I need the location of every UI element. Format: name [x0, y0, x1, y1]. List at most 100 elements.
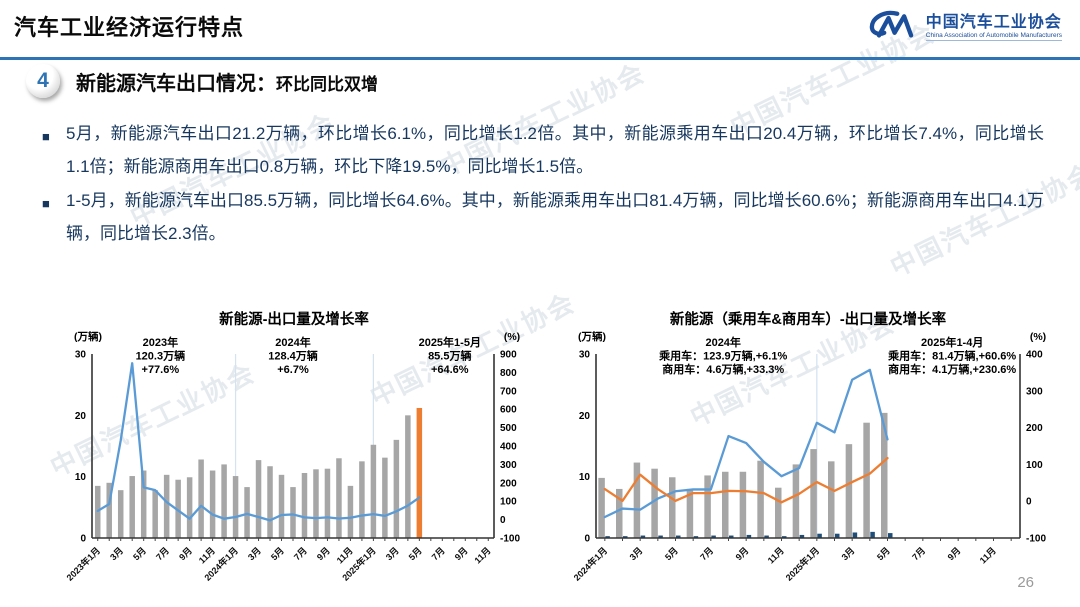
- right-tick-label: 300: [1026, 386, 1043, 397]
- left-tick-label: 10: [579, 472, 591, 483]
- bar: [198, 459, 204, 538]
- caam-logo-icon: [866, 8, 918, 47]
- growth-line-blue: [603, 368, 889, 519]
- bar-secondary: [693, 536, 699, 538]
- bar-secondary: [888, 533, 893, 538]
- bar: [313, 469, 319, 538]
- bullet-square-icon: ■: [42, 129, 50, 144]
- bar-secondary: [640, 535, 646, 538]
- right-tick-label: 0: [1026, 497, 1032, 508]
- bullet-text: 1-5月，新能源汽车出口85.5万辆，同比增长64.6%。其中，新能源乘用车出口…: [66, 191, 1044, 243]
- right-tick-label: 100: [500, 497, 517, 508]
- left-tick-label: 0: [584, 534, 590, 545]
- right-tick-label: 900: [500, 350, 517, 361]
- bar: [336, 458, 342, 538]
- bar: [152, 490, 158, 538]
- bar: [244, 487, 250, 538]
- bar: [686, 488, 694, 538]
- section-subtitle: 环比同比双增: [276, 74, 378, 94]
- bar-secondary: [852, 532, 858, 538]
- x-axis-label: 7月: [292, 545, 309, 562]
- chart-annotation: +64.6%: [431, 364, 469, 376]
- bar: [290, 487, 296, 538]
- bar: [129, 476, 135, 538]
- logo-name-en: China Association of Automobile Manufact…: [925, 32, 1062, 41]
- x-axis-label: 5月: [407, 545, 424, 562]
- bar: [863, 422, 870, 538]
- x-axis-label: 7月: [698, 545, 715, 562]
- bar: [598, 477, 605, 538]
- right-tick-label: 0: [500, 515, 506, 526]
- section-heading: 新能源汽车出口情况：环比同比双增: [76, 67, 378, 96]
- bar-secondary: [799, 534, 805, 538]
- x-axis-label: 9月: [177, 545, 194, 562]
- nev-export-pv-cv-chart-svg: 新能源（乘用车&商用车）-出口量及增长率(万辆) (%)3020100400300…: [571, 310, 1046, 583]
- bar: [704, 475, 711, 538]
- x-axis-label: 5月: [875, 545, 892, 562]
- bar-secondary: [746, 534, 752, 538]
- bar: [775, 487, 782, 538]
- section-title: 新能源汽车出口情况：: [76, 72, 276, 95]
- section-number-badge: 4: [26, 64, 60, 98]
- bar: [633, 462, 641, 538]
- x-axis-label: 9月: [946, 545, 963, 562]
- bar-secondary: [870, 531, 875, 538]
- chart-annotation: 商用车：4.1万辆,+230.6%: [888, 362, 1016, 376]
- bar: [845, 444, 853, 538]
- x-axis-label: 5月: [131, 545, 148, 562]
- bar-secondary: [817, 533, 822, 538]
- bar: [301, 472, 308, 538]
- growth-line-orange: [603, 456, 889, 504]
- bar: [370, 444, 377, 538]
- logo-name-cn: 中国汽车工业协会: [925, 14, 1062, 32]
- chart-annotation: +6.7%: [277, 364, 309, 376]
- chart-annotation: 120.3万辆: [136, 349, 186, 363]
- bar-secondary: [658, 535, 663, 538]
- nev-export-pv-cv-chart: 新能源（乘用车&商用车）-出口量及增长率 (万辆) (%) 30 20 10 0 400 300…: [548, 306, 1068, 607]
- chart-annotation: 乘用车：81.4万辆,+60.6%: [887, 349, 1016, 363]
- x-axis-label: 11月: [766, 545, 786, 565]
- chart-annotation: +77.6%: [142, 364, 180, 376]
- caam-logo: 中国汽车工业协会 China Association of Automobile…: [866, 8, 1062, 47]
- bar: [278, 474, 285, 538]
- chart-annotation: 2025年1-5月: [419, 335, 481, 349]
- page-number: 26: [1017, 574, 1034, 591]
- bar: [382, 457, 388, 538]
- bar-secondary: [711, 535, 716, 538]
- x-axis-label: 9月: [315, 545, 332, 562]
- bar: [669, 477, 676, 538]
- chart-title: 新能源（乘用车&商用车）-出口量及增长率: [670, 310, 947, 328]
- bar: [209, 470, 216, 538]
- left-tick-label: 20: [579, 411, 591, 422]
- chart-annotation: 2025年1-4月: [921, 335, 983, 349]
- left-tick-label: 30: [75, 350, 87, 361]
- x-axis-label: 3月: [384, 545, 401, 562]
- right-tick-label: 200: [500, 478, 517, 489]
- x-axis-label: 11月: [978, 545, 998, 565]
- bar: [163, 474, 170, 538]
- bullet-list: ■ 5月，新能源汽车出口21.2万辆，环比增长6.1%，同比增长1.2倍。其中，…: [42, 118, 1044, 253]
- chart-title: 新能源-出口量及增长率: [219, 310, 369, 328]
- bar: [616, 488, 623, 538]
- bar: [393, 439, 400, 538]
- header: 汽车工业经济运行特点 中国汽车工业协会 China Association of…: [0, 0, 1080, 60]
- x-axis-label: 5月: [269, 545, 286, 562]
- chart-annotation: 2023年: [143, 335, 178, 349]
- left-axis-unit: (万辆): [578, 330, 606, 343]
- right-tick-label: -100: [1026, 534, 1046, 545]
- bar: [324, 468, 331, 538]
- bar: [140, 470, 147, 538]
- right-tick-label: 400: [500, 442, 517, 453]
- x-axis-label: 11月: [473, 545, 493, 565]
- bar: [651, 468, 658, 538]
- growth-line-blue: [96, 362, 421, 522]
- x-axis-label: 2024年1月: [571, 545, 609, 583]
- bar: [405, 415, 411, 538]
- bar: [828, 461, 835, 538]
- x-axis-label: 9月: [734, 545, 751, 562]
- x-axis-label: 2025年1月: [783, 545, 821, 583]
- chart-annotation: 128.4万辆: [268, 349, 318, 363]
- left-axis-unit: (万辆): [74, 330, 102, 343]
- chart-annotation: 乘用车：123.9万辆,+6.1%: [658, 349, 787, 363]
- bar: [232, 476, 239, 538]
